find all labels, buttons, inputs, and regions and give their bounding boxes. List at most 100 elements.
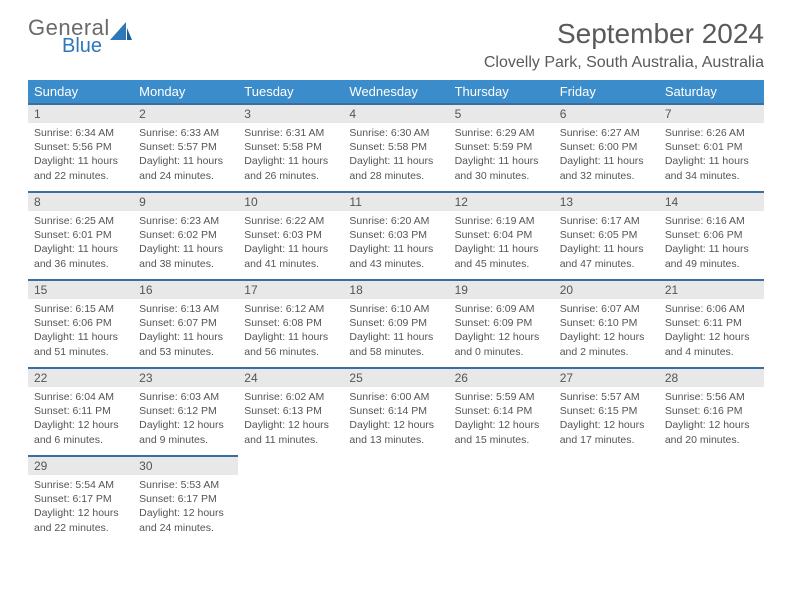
calendar-cell: 23Sunrise: 6:03 AMSunset: 6:12 PMDayligh… — [133, 368, 238, 456]
calendar-row: 29Sunrise: 5:54 AMSunset: 6:17 PMDayligh… — [28, 456, 764, 544]
weekday-header: Wednesday — [343, 80, 448, 104]
day-number: 1 — [28, 105, 133, 123]
day-number: 3 — [238, 105, 343, 123]
calendar-table: SundayMondayTuesdayWednesdayThursdayFrid… — [28, 80, 764, 544]
day-body: Sunrise: 6:33 AMSunset: 5:57 PMDaylight:… — [133, 123, 238, 189]
day-body: Sunrise: 6:04 AMSunset: 6:11 PMDaylight:… — [28, 387, 133, 453]
day-number: 2 — [133, 105, 238, 123]
calendar-cell: 9Sunrise: 6:23 AMSunset: 6:02 PMDaylight… — [133, 192, 238, 280]
day-body: Sunrise: 6:26 AMSunset: 6:01 PMDaylight:… — [659, 123, 764, 189]
calendar-cell — [238, 456, 343, 544]
weekday-header: Saturday — [659, 80, 764, 104]
calendar-cell: 19Sunrise: 6:09 AMSunset: 6:09 PMDayligh… — [449, 280, 554, 368]
day-number: 30 — [133, 457, 238, 475]
day-number: 10 — [238, 193, 343, 211]
calendar-row: 22Sunrise: 6:04 AMSunset: 6:11 PMDayligh… — [28, 368, 764, 456]
logo-sail-icon — [110, 22, 132, 42]
calendar-cell: 2Sunrise: 6:33 AMSunset: 5:57 PMDaylight… — [133, 104, 238, 192]
day-number: 4 — [343, 105, 448, 123]
day-number: 6 — [554, 105, 659, 123]
day-body: Sunrise: 6:16 AMSunset: 6:06 PMDaylight:… — [659, 211, 764, 277]
day-number: 22 — [28, 369, 133, 387]
day-number: 25 — [343, 369, 448, 387]
logo-text: General Blue — [28, 18, 110, 56]
calendar-cell: 20Sunrise: 6:07 AMSunset: 6:10 PMDayligh… — [554, 280, 659, 368]
calendar-cell — [554, 456, 659, 544]
day-body: Sunrise: 5:57 AMSunset: 6:15 PMDaylight:… — [554, 387, 659, 453]
day-body: Sunrise: 5:59 AMSunset: 6:14 PMDaylight:… — [449, 387, 554, 453]
calendar-row: 15Sunrise: 6:15 AMSunset: 6:06 PMDayligh… — [28, 280, 764, 368]
day-body: Sunrise: 6:07 AMSunset: 6:10 PMDaylight:… — [554, 299, 659, 365]
day-body: Sunrise: 6:09 AMSunset: 6:09 PMDaylight:… — [449, 299, 554, 365]
day-number: 20 — [554, 281, 659, 299]
day-body: Sunrise: 6:03 AMSunset: 6:12 PMDaylight:… — [133, 387, 238, 453]
day-number: 15 — [28, 281, 133, 299]
calendar-cell: 16Sunrise: 6:13 AMSunset: 6:07 PMDayligh… — [133, 280, 238, 368]
day-number: 29 — [28, 457, 133, 475]
day-number: 27 — [554, 369, 659, 387]
calendar-cell: 12Sunrise: 6:19 AMSunset: 6:04 PMDayligh… — [449, 192, 554, 280]
calendar-cell: 11Sunrise: 6:20 AMSunset: 6:03 PMDayligh… — [343, 192, 448, 280]
day-number: 24 — [238, 369, 343, 387]
day-body: Sunrise: 5:53 AMSunset: 6:17 PMDaylight:… — [133, 475, 238, 541]
calendar-cell: 25Sunrise: 6:00 AMSunset: 6:14 PMDayligh… — [343, 368, 448, 456]
weekday-header: Thursday — [449, 80, 554, 104]
day-body: Sunrise: 5:54 AMSunset: 6:17 PMDaylight:… — [28, 475, 133, 541]
month-title: September 2024 — [484, 18, 764, 50]
day-body: Sunrise: 6:22 AMSunset: 6:03 PMDaylight:… — [238, 211, 343, 277]
weekday-header: Monday — [133, 80, 238, 104]
calendar-cell: 17Sunrise: 6:12 AMSunset: 6:08 PMDayligh… — [238, 280, 343, 368]
day-body: Sunrise: 6:06 AMSunset: 6:11 PMDaylight:… — [659, 299, 764, 365]
calendar-cell: 30Sunrise: 5:53 AMSunset: 6:17 PMDayligh… — [133, 456, 238, 544]
weekday-row: SundayMondayTuesdayWednesdayThursdayFrid… — [28, 80, 764, 104]
calendar-head: SundayMondayTuesdayWednesdayThursdayFrid… — [28, 80, 764, 104]
day-body: Sunrise: 6:31 AMSunset: 5:58 PMDaylight:… — [238, 123, 343, 189]
day-body: Sunrise: 6:10 AMSunset: 6:09 PMDaylight:… — [343, 299, 448, 365]
day-body: Sunrise: 6:27 AMSunset: 6:00 PMDaylight:… — [554, 123, 659, 189]
calendar-cell: 14Sunrise: 6:16 AMSunset: 6:06 PMDayligh… — [659, 192, 764, 280]
day-body: Sunrise: 6:20 AMSunset: 6:03 PMDaylight:… — [343, 211, 448, 277]
weekday-header: Tuesday — [238, 80, 343, 104]
day-number: 18 — [343, 281, 448, 299]
weekday-header: Friday — [554, 80, 659, 104]
calendar-cell: 1Sunrise: 6:34 AMSunset: 5:56 PMDaylight… — [28, 104, 133, 192]
calendar-row: 1Sunrise: 6:34 AMSunset: 5:56 PMDaylight… — [28, 104, 764, 192]
day-number: 19 — [449, 281, 554, 299]
day-body: Sunrise: 6:34 AMSunset: 5:56 PMDaylight:… — [28, 123, 133, 189]
day-body: Sunrise: 6:17 AMSunset: 6:05 PMDaylight:… — [554, 211, 659, 277]
day-body: Sunrise: 6:23 AMSunset: 6:02 PMDaylight:… — [133, 211, 238, 277]
calendar-cell: 3Sunrise: 6:31 AMSunset: 5:58 PMDaylight… — [238, 104, 343, 192]
calendar-cell: 8Sunrise: 6:25 AMSunset: 6:01 PMDaylight… — [28, 192, 133, 280]
calendar-cell: 18Sunrise: 6:10 AMSunset: 6:09 PMDayligh… — [343, 280, 448, 368]
title-block: September 2024 Clovelly Park, South Aust… — [484, 18, 764, 72]
day-number: 23 — [133, 369, 238, 387]
day-body: Sunrise: 6:12 AMSunset: 6:08 PMDaylight:… — [238, 299, 343, 365]
calendar-cell — [343, 456, 448, 544]
day-body: Sunrise: 6:29 AMSunset: 5:59 PMDaylight:… — [449, 123, 554, 189]
day-body: Sunrise: 5:56 AMSunset: 6:16 PMDaylight:… — [659, 387, 764, 453]
calendar-cell: 29Sunrise: 5:54 AMSunset: 6:17 PMDayligh… — [28, 456, 133, 544]
day-number: 11 — [343, 193, 448, 211]
location: Clovelly Park, South Australia, Australi… — [484, 54, 764, 72]
calendar-row: 8Sunrise: 6:25 AMSunset: 6:01 PMDaylight… — [28, 192, 764, 280]
logo: General Blue — [28, 18, 132, 56]
day-body: Sunrise: 6:15 AMSunset: 6:06 PMDaylight:… — [28, 299, 133, 365]
day-body: Sunrise: 6:30 AMSunset: 5:58 PMDaylight:… — [343, 123, 448, 189]
calendar-cell: 4Sunrise: 6:30 AMSunset: 5:58 PMDaylight… — [343, 104, 448, 192]
day-number: 7 — [659, 105, 764, 123]
calendar-cell: 7Sunrise: 6:26 AMSunset: 6:01 PMDaylight… — [659, 104, 764, 192]
calendar-cell: 22Sunrise: 6:04 AMSunset: 6:11 PMDayligh… — [28, 368, 133, 456]
calendar-body: 1Sunrise: 6:34 AMSunset: 5:56 PMDaylight… — [28, 104, 764, 544]
calendar-cell — [449, 456, 554, 544]
calendar-cell: 26Sunrise: 5:59 AMSunset: 6:14 PMDayligh… — [449, 368, 554, 456]
calendar-cell: 6Sunrise: 6:27 AMSunset: 6:00 PMDaylight… — [554, 104, 659, 192]
day-body: Sunrise: 6:00 AMSunset: 6:14 PMDaylight:… — [343, 387, 448, 453]
day-body: Sunrise: 6:02 AMSunset: 6:13 PMDaylight:… — [238, 387, 343, 453]
calendar-cell — [659, 456, 764, 544]
day-body: Sunrise: 6:25 AMSunset: 6:01 PMDaylight:… — [28, 211, 133, 277]
day-number: 9 — [133, 193, 238, 211]
day-number: 5 — [449, 105, 554, 123]
day-body: Sunrise: 6:19 AMSunset: 6:04 PMDaylight:… — [449, 211, 554, 277]
weekday-header: Sunday — [28, 80, 133, 104]
calendar-cell: 10Sunrise: 6:22 AMSunset: 6:03 PMDayligh… — [238, 192, 343, 280]
